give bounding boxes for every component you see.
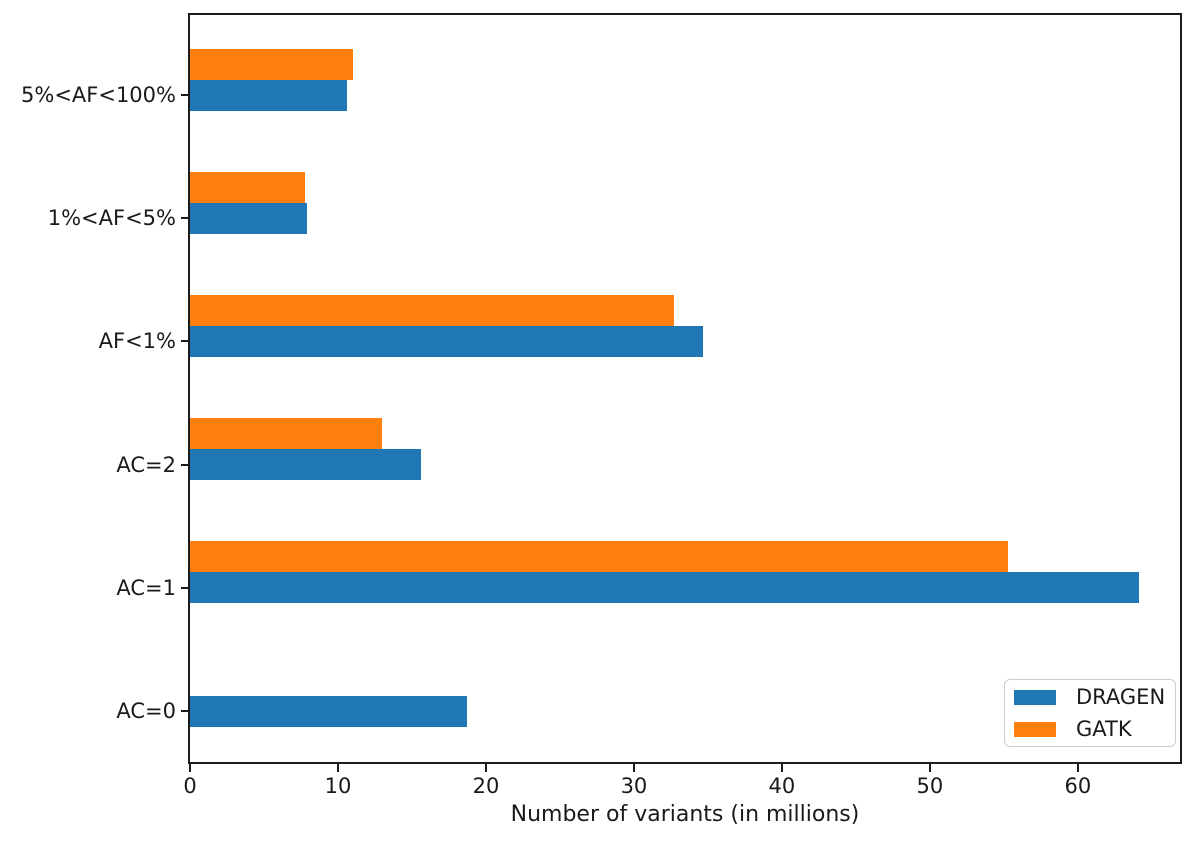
y-tick-mark [181,217,190,220]
legend-swatch-gatk [1014,721,1056,737]
legend-entry-gatk: GATK [1014,718,1175,740]
y-tick-label-ac-1: AC=1 [116,575,176,600]
bar-gatk-1-af-5 [190,171,306,203]
x-tick-label-50: 50 [916,774,944,798]
legend-swatch-dragen [1014,689,1056,705]
bar-gatk-ac-2 [190,418,383,450]
y-tick-label-5-af-100: 5%<AF<100% [21,83,176,107]
x-tick-mark [632,764,635,772]
x-tick-mark [336,764,339,772]
x-tick-mark [928,764,931,772]
y-tick-mark [181,710,190,712]
bar-gatk-5-af-100 [190,48,353,80]
legend-entry-dragen: DRAGEN [1014,686,1175,708]
y-tick-mark [181,94,190,96]
y-tick-mark [181,463,190,466]
x-tick-label-10: 10 [324,774,352,798]
plot-area [188,13,1182,764]
bar-dragen-ac-0 [190,695,467,727]
bar-gatk-af-1 [190,294,674,326]
x-tick-label-40: 40 [768,774,796,798]
bar-dragen-af-1 [190,325,704,357]
x-tick-label-30: 30 [620,774,648,798]
y-tick-label-af-1: AF<1% [98,329,176,354]
y-tick-mark [181,340,190,343]
x-tick-mark [189,764,191,772]
bar-dragen-ac-1 [190,572,1139,604]
x-tick-mark [780,764,783,772]
y-tick-label-ac-2: AC=2 [116,452,176,477]
legend-label-dragen: DRAGEN [1076,685,1166,709]
x-tick-label-20: 20 [472,774,500,798]
y-tick-label-ac-0: AC=0 [116,699,176,723]
bar-dragen-1-af-5 [190,202,307,234]
bar-gatk-ac-1 [190,541,1009,573]
bar-dragen-5-af-100 [190,79,347,111]
x-axis-label: Number of variants (in millions) [510,802,860,827]
legend-label-gatk: GATK [1076,717,1132,741]
x-tick-label-0: 0 [183,774,197,798]
legend: DRAGEN GATK [1004,679,1176,747]
x-tick-label-60: 60 [1064,774,1092,798]
x-tick-mark [1076,764,1079,772]
x-tick-mark [484,764,487,772]
y-tick-mark [181,586,190,589]
y-tick-label-1-af-5: 1%<AF<5% [47,206,176,231]
bar-dragen-ac-2 [190,449,421,481]
